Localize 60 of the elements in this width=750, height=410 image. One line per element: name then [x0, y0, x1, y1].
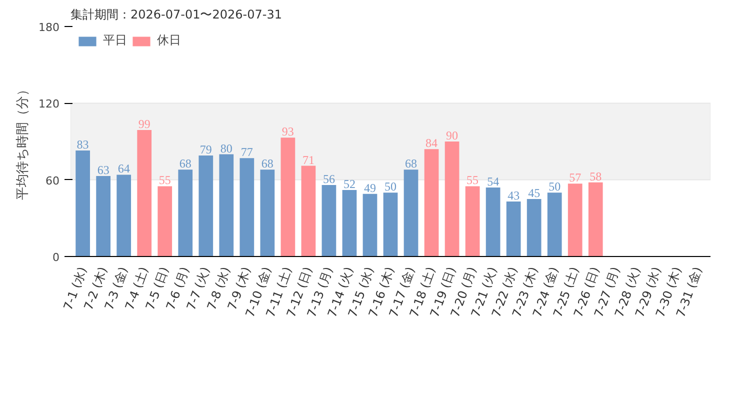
- data-label: 55: [158, 173, 171, 188]
- bar: [260, 170, 275, 256]
- data-label: 56: [322, 172, 335, 186]
- bar: [506, 202, 521, 256]
- bar: [280, 138, 296, 256]
- data-label: 80: [220, 141, 232, 156]
- data-label: 68: [261, 156, 274, 171]
- y-axis-title: 平均待ち時間（分）: [16, 83, 31, 200]
- y-tick-label: 0: [52, 251, 60, 264]
- data-label: 84: [426, 136, 438, 150]
- bar: [76, 150, 90, 256]
- data-label: 71: [302, 152, 314, 167]
- bar: [404, 170, 418, 256]
- bar: [486, 188, 500, 256]
- bar: [96, 176, 110, 256]
- chart-title: 集計期間：2026-07-01〜2026-07-31: [70, 8, 282, 22]
- bar: [137, 130, 152, 256]
- bar: [568, 184, 582, 256]
- data-label: 90: [446, 128, 458, 142]
- bar: [526, 199, 542, 256]
- data-label: 64: [118, 162, 130, 176]
- data-label: 58: [590, 169, 602, 184]
- bar: [198, 156, 214, 256]
- bar: [424, 149, 439, 256]
- data-label: 68: [405, 156, 418, 171]
- legend-label: 平日: [103, 32, 127, 49]
- bar: [383, 192, 398, 256]
- data-label: 93: [282, 124, 294, 139]
- data-label: 52: [343, 177, 356, 192]
- legend-label: 休日: [157, 32, 181, 49]
- bar: [178, 170, 193, 256]
- data-label: 43: [508, 188, 520, 203]
- data-label: 50: [548, 180, 561, 194]
- bar: [588, 182, 603, 256]
- y-tick-label: 120: [38, 98, 60, 111]
- bar: [465, 186, 480, 256]
- data-label: 50: [384, 180, 396, 194]
- data-label: 54: [487, 174, 500, 188]
- bar: [116, 174, 132, 256]
- y-tick-label: 180: [38, 21, 60, 34]
- data-label: 55: [466, 173, 479, 188]
- data-label: 83: [76, 137, 89, 152]
- bar: [362, 194, 378, 256]
- bar: [240, 158, 254, 256]
- data-label: 99: [138, 117, 150, 131]
- bar: [322, 184, 336, 256]
- bar: [547, 192, 562, 256]
- bar: [301, 166, 316, 256]
- bar: [219, 154, 234, 256]
- data-label: 79: [200, 142, 212, 157]
- data-label: 68: [179, 156, 192, 171]
- y-tick-label: 60: [46, 174, 60, 188]
- bar: [444, 142, 460, 256]
- data-label: 45: [528, 186, 540, 200]
- bar: [158, 186, 172, 256]
- data-label: 49: [364, 180, 376, 195]
- data-label: 57: [569, 170, 582, 185]
- data-label: 77: [240, 145, 253, 160]
- data-label: 63: [97, 163, 110, 177]
- bar: [342, 190, 357, 256]
